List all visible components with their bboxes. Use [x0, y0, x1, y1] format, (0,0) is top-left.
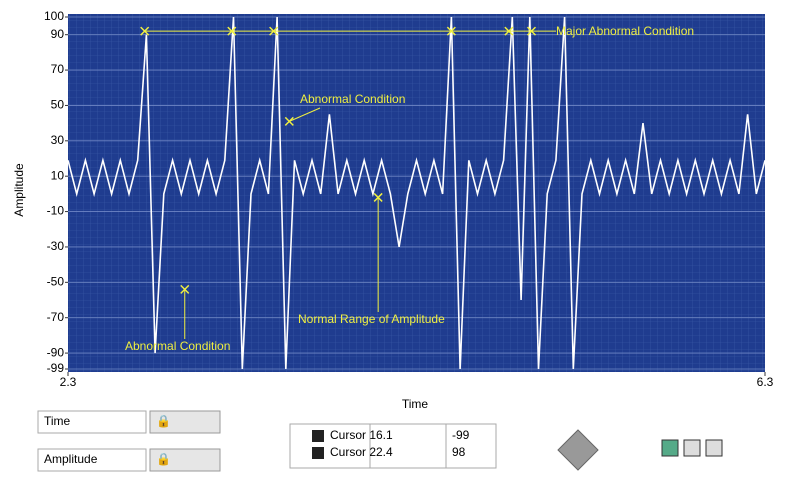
y-tick-label: 100 — [44, 9, 64, 23]
zoom-in-tool[interactable] — [683, 439, 701, 457]
pan-tool[interactable] — [705, 439, 723, 457]
cursor-x: 6.1 — [376, 428, 393, 442]
y-tick-label: -90 — [47, 345, 65, 359]
cursor-name: Cursor 1 — [330, 428, 376, 442]
annotation-marker — [140, 26, 150, 36]
lock-icon: 🔒 — [156, 414, 171, 428]
x-tick-label: 6.3 — [757, 375, 774, 389]
annotation-marker — [373, 192, 383, 202]
y-tick-label: -70 — [47, 310, 65, 324]
cursor-icon — [312, 430, 324, 442]
annotation-marker — [284, 116, 294, 126]
y-tick-label: 30 — [51, 133, 65, 147]
zoom-tool[interactable] — [661, 439, 679, 457]
y-name-box[interactable] — [37, 448, 147, 472]
annotation: Abnormal Condition — [300, 92, 405, 106]
y-tick-label: -10 — [47, 204, 65, 218]
cursor-y: 98 — [452, 445, 466, 459]
y-name: Amplitude — [44, 452, 98, 466]
cursor-mover[interactable] — [557, 429, 599, 471]
waveform — [67, 16, 766, 370]
y-axis-label: Amplitude — [12, 163, 26, 217]
y-tick-label: 50 — [51, 98, 65, 112]
annotation-marker — [446, 26, 456, 36]
cursor-icon — [312, 447, 324, 459]
x-tick-label: 2.3 — [60, 375, 77, 389]
annotation-marker — [526, 26, 537, 36]
annotation-marker — [180, 284, 190, 294]
annotation: Abnormal Condition — [125, 339, 230, 353]
y-tick-label: 70 — [51, 62, 65, 76]
y-tick-label: 90 — [51, 27, 65, 41]
y-tick-label: 10 — [51, 168, 65, 182]
lock-icon: 🔒 — [156, 452, 171, 466]
x-name-box[interactable] — [37, 410, 147, 434]
cursor-legend — [289, 423, 497, 469]
annotation-arrow — [289, 107, 321, 122]
y-tick-label: -99 — [47, 361, 65, 375]
annotation: Normal Range of Amplitude — [298, 312, 445, 326]
fine-grid — [68, 14, 765, 372]
cursor-name: Cursor 2 — [330, 445, 376, 459]
annotation-marker — [227, 26, 237, 36]
y-tick-label: -50 — [47, 274, 65, 288]
y-tick-label: -30 — [47, 239, 65, 253]
annotation-marker — [504, 26, 514, 36]
x-tools[interactable] — [149, 410, 221, 434]
cursor-x: 2.4 — [376, 445, 393, 459]
cursor-y: -99 — [452, 428, 470, 442]
annotation: Major Abnormal Condition — [556, 24, 694, 38]
annotation-marker — [269, 26, 279, 36]
x-axis-label: Time — [402, 397, 429, 411]
x-name: Time — [44, 414, 71, 428]
y-tools[interactable] — [149, 448, 221, 472]
